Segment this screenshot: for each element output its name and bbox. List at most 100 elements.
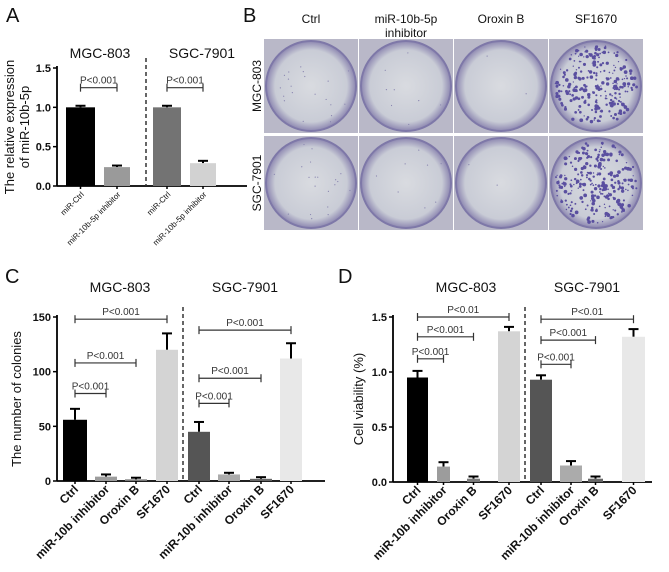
x-tick-label: Ctrl bbox=[523, 483, 548, 508]
colony-dot bbox=[592, 184, 595, 187]
colony-dot bbox=[593, 213, 596, 216]
colony-dot bbox=[601, 142, 604, 145]
x-tick-label: Ctrl bbox=[57, 482, 82, 507]
y-axis-label-line2: of miR-10b-5p bbox=[17, 86, 32, 168]
y-tick-label: 1.0 bbox=[372, 367, 387, 379]
colony-dot bbox=[589, 171, 592, 175]
y-tick-label: 1.0 bbox=[36, 102, 51, 114]
colony-dot bbox=[565, 69, 569, 72]
colony-dot bbox=[564, 199, 567, 202]
colony-dot bbox=[597, 172, 599, 174]
colony-dot bbox=[525, 93, 527, 95]
colony-dot bbox=[311, 218, 313, 220]
y-tick-label: 0.0 bbox=[36, 181, 51, 193]
colony-dot bbox=[593, 164, 597, 168]
colony-dot bbox=[612, 209, 614, 211]
colony-dot bbox=[592, 60, 597, 65]
colony-dot bbox=[604, 195, 609, 199]
colony-dot bbox=[612, 82, 614, 85]
column-header: miR-10b-5p bbox=[375, 12, 438, 26]
colony-dot bbox=[337, 180, 339, 183]
colony-dot bbox=[596, 53, 600, 57]
p-value-label: P<0.001 bbox=[87, 351, 125, 362]
colony-dot bbox=[570, 179, 573, 182]
colony-dot bbox=[565, 203, 568, 206]
colony-dot bbox=[612, 189, 616, 193]
colony-dot bbox=[601, 220, 604, 223]
colony-dot bbox=[573, 86, 576, 89]
p-value-label: P<0.001 bbox=[537, 352, 575, 363]
x-tick-label: SF1670 bbox=[258, 482, 298, 522]
colony-dot bbox=[329, 121, 332, 123]
colony-dot bbox=[618, 153, 621, 156]
colony-dot bbox=[575, 182, 578, 185]
colony-dot bbox=[584, 46, 586, 48]
colony-dot bbox=[599, 110, 601, 112]
colony-dot bbox=[560, 200, 564, 204]
colony-dot bbox=[558, 83, 561, 86]
colony-dot bbox=[404, 163, 406, 165]
colony-dot bbox=[627, 189, 629, 192]
colony-dot bbox=[613, 174, 617, 178]
colony-dot bbox=[591, 55, 596, 60]
colony-dot bbox=[615, 173, 619, 178]
colony-dot bbox=[612, 197, 616, 201]
colony-dot bbox=[619, 66, 623, 70]
colony-dot bbox=[623, 105, 628, 109]
colony-dot bbox=[304, 75, 306, 78]
colony-dot bbox=[598, 172, 602, 176]
colony-dot bbox=[604, 215, 607, 218]
colony-dot bbox=[614, 92, 617, 95]
culture-dish bbox=[265, 137, 357, 229]
colony-dot bbox=[591, 109, 594, 112]
colony-dot bbox=[631, 88, 633, 91]
colony-dot bbox=[599, 63, 603, 67]
colony-dot bbox=[615, 53, 619, 58]
panel-label-c: C bbox=[5, 266, 19, 288]
colony-dot bbox=[591, 196, 595, 201]
colony-dot bbox=[569, 99, 573, 103]
group-title: SGC-7901 bbox=[554, 279, 620, 295]
colony-dot bbox=[609, 93, 612, 96]
colony-dot bbox=[555, 80, 559, 85]
colony-dot bbox=[629, 76, 634, 81]
colony-dot bbox=[426, 164, 429, 166]
colony-dot bbox=[615, 98, 618, 100]
colony-dot bbox=[594, 85, 598, 88]
colony-dot bbox=[435, 201, 437, 203]
colony-dot bbox=[607, 192, 610, 194]
colony-dot bbox=[635, 85, 638, 89]
colony-dot bbox=[609, 77, 612, 79]
colony-dot bbox=[597, 107, 601, 110]
colony-dot bbox=[347, 70, 350, 72]
colony-dot bbox=[581, 200, 584, 204]
column-header: SF1670 bbox=[575, 12, 617, 26]
colony-dot bbox=[612, 116, 615, 120]
colony-dot bbox=[577, 109, 580, 111]
colony-dot bbox=[590, 200, 592, 202]
colony-dot bbox=[617, 170, 621, 174]
colony-dot bbox=[608, 205, 611, 208]
colony-dot bbox=[555, 91, 559, 96]
colony-dot bbox=[303, 143, 305, 146]
y-tick-label: 0.5 bbox=[372, 422, 387, 434]
bar bbox=[218, 474, 240, 481]
colony-dot bbox=[601, 153, 605, 157]
colony-dot bbox=[335, 179, 337, 181]
colony-dot bbox=[314, 185, 316, 187]
colony-dot bbox=[390, 104, 393, 107]
colony-dot bbox=[627, 204, 631, 208]
colony-dot bbox=[577, 49, 580, 52]
colony-dot bbox=[314, 176, 316, 178]
colony-dot bbox=[597, 48, 601, 52]
colony-dot bbox=[334, 184, 336, 186]
colony-dot bbox=[622, 209, 626, 213]
colony-dot bbox=[578, 88, 582, 91]
colony-dot bbox=[573, 177, 577, 181]
colony-dot bbox=[629, 178, 634, 183]
colony-dot bbox=[604, 211, 609, 216]
colony-dot bbox=[577, 173, 580, 176]
colony-dot bbox=[556, 94, 560, 98]
colony-dot bbox=[424, 207, 426, 209]
p-value-label: P<0.001 bbox=[412, 347, 450, 358]
